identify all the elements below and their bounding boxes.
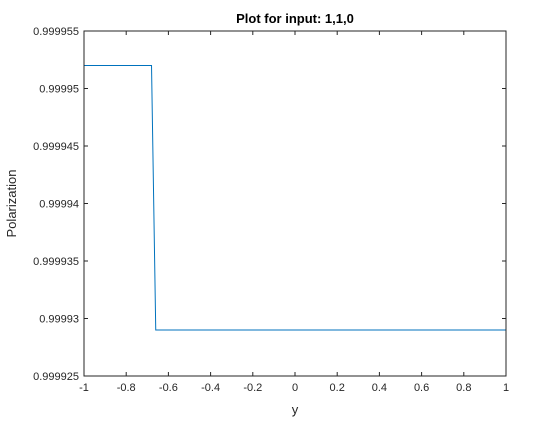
x-axis-label: y xyxy=(292,402,299,417)
x-tick-label: 0.2 xyxy=(330,382,345,394)
y-tick-label: 0.99994 xyxy=(39,199,79,211)
x-tick-label: -1 xyxy=(79,382,89,394)
y-tick-label: 0.99995 xyxy=(39,84,79,96)
x-tick-label: 0.4 xyxy=(372,382,387,394)
x-tick-label: 0 xyxy=(292,382,298,394)
series-layer xyxy=(84,65,506,331)
y-tick-label: 0.99993 xyxy=(39,314,79,326)
y-tick-label: 0.999935 xyxy=(33,256,79,268)
x-tick-label: 0.8 xyxy=(456,382,471,394)
y-ticks: 0.999925 0.99993 0.999935 0.99994 0.999945 0.… xyxy=(33,26,506,383)
y-tick-label: 0.999945 xyxy=(33,141,79,153)
x-tick-label: 1 xyxy=(503,382,509,394)
y-tick-label: 0.999955 xyxy=(33,26,79,38)
x-tick-label: -0.6 xyxy=(159,382,178,394)
y-axis-label: Polarization xyxy=(4,170,19,238)
chart-title: Plot for input: 1,1,0 xyxy=(236,11,354,26)
x-tick-label: -0.8 xyxy=(117,382,136,394)
series-line-1 xyxy=(84,65,506,331)
plot-area-background xyxy=(84,31,506,376)
x-tick-label: 0.6 xyxy=(414,382,429,394)
y-tick-label: 0.999925 xyxy=(33,371,79,383)
x-ticks: -1 -0.8 -0.6 -0.4 -0.2 0 0.2 0.4 0.6 0.8 1 xyxy=(79,31,509,394)
x-tick-label: -0.2 xyxy=(243,382,262,394)
axes-box xyxy=(83,30,507,377)
x-tick-label: -0.4 xyxy=(201,382,220,394)
